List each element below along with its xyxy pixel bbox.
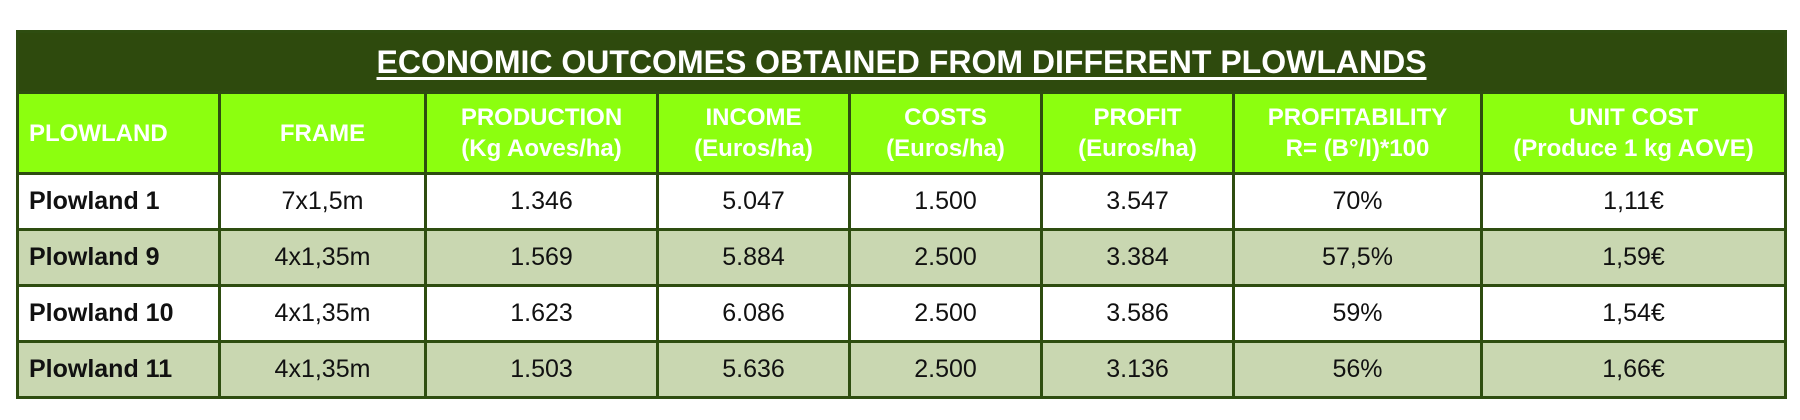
column-header-label: UNIT COST (1568, 104, 1699, 131)
column-header-costs: COSTS (Euros/ha) (848, 91, 1043, 175)
column-header-unit: (Euros/ha) (1078, 135, 1197, 162)
table-row: Plowland 10 4x1,35m 1.623 6.086 2.500 3.586 59… (16, 284, 1788, 343)
table-cell: 57,5% (1232, 228, 1483, 287)
table-cell: 59% (1232, 284, 1483, 343)
column-header-label: FRAME (279, 119, 366, 147)
column-header-unit: (Euros/ha) (886, 135, 1005, 162)
column-header-unit: R= (B°/I)*100 (1285, 135, 1430, 162)
table-cell: 1,66€ (1479, 340, 1788, 399)
table-cell: 2.500 (848, 228, 1043, 287)
table-cell: 1.500 (848, 172, 1043, 231)
column-header-label: PRODUCTION (460, 104, 623, 131)
column-header-label: PLOWLAND (29, 119, 168, 147)
table-cell: 70% (1232, 172, 1483, 231)
column-header-unit: (Produce 1 kg AOVE) (1513, 135, 1754, 162)
table-cell: 4x1,35m (218, 228, 427, 287)
column-header-unit: (Kg Aoves/ha) (461, 135, 622, 162)
row-label-cell: Plowland 11 (16, 340, 221, 399)
table-cell: 2.500 (848, 340, 1043, 399)
table-cell: 1.346 (424, 172, 659, 231)
table-cell: 1,59€ (1479, 228, 1788, 287)
table-cell: 4x1,35m (218, 284, 427, 343)
table-cell: 5.047 (656, 172, 851, 231)
table-cell: 1.623 (424, 284, 659, 343)
column-header-profit: PROFIT (Euros/ha) (1040, 91, 1235, 175)
column-header-unit: (Euros/ha) (694, 135, 813, 162)
table-cell: 7x1,5m (218, 172, 427, 231)
column-header-production: PRODUCTION (Kg Aoves/ha) (424, 91, 659, 175)
table-cell: 4x1,35m (218, 340, 427, 399)
column-header-unit-cost: UNIT COST (Produce 1 kg AOVE) (1479, 91, 1788, 175)
table-title: ECONOMIC OUTCOMES OBTAINED FROM DIFFEREN… (15, 30, 1788, 94)
row-label-cell: Plowland 9 (16, 228, 221, 287)
table-cell: 1,54€ (1479, 284, 1788, 343)
row-label-cell: Plowland 1 (16, 172, 221, 231)
table-cell: 56% (1232, 340, 1483, 399)
table-cell: 3.547 (1040, 172, 1235, 231)
table-header-row: PLOWLAND FRAME PRODUCTION (Kg Aoves/ha) INCO… (16, 91, 1788, 175)
table-cell: 5.636 (656, 340, 851, 399)
column-header-income: INCOME (Euros/ha) (656, 91, 851, 175)
row-label-cell: Plowland 10 (16, 284, 221, 343)
table-body: Plowland 1 7x1,5m 1.346 5.047 1.500 3.547 70% 1… (16, 172, 1788, 399)
column-header-profitability: PROFITABILITY R= (B°/I)*100 (1232, 91, 1483, 175)
column-header-label: COSTS (904, 104, 987, 131)
table-row: Plowland 1 7x1,5m 1.346 5.047 1.500 3.547 70% 1… (16, 172, 1788, 231)
economic-outcomes-table-container: ECONOMIC OUTCOMES OBTAINED FROM DIFFEREN… (15, 30, 1788, 399)
table-cell: 6.086 (656, 284, 851, 343)
column-header-label: PROFITABILITY (1267, 104, 1448, 131)
table-cell: 3.136 (1040, 340, 1235, 399)
column-header-label: PROFIT (1093, 104, 1182, 131)
table-row: Plowland 9 4x1,35m 1.569 5.884 2.500 3.384 57,… (16, 228, 1788, 287)
table-cell: 1.503 (424, 340, 659, 399)
table-cell: 3.586 (1040, 284, 1235, 343)
column-header-plowland: PLOWLAND (16, 91, 221, 175)
column-header-frame: FRAME (218, 91, 427, 175)
table-cell: 1,11€ (1479, 172, 1788, 231)
table-row: Plowland 11 4x1,35m 1.503 5.636 2.500 3.136 56… (16, 340, 1788, 399)
economic-outcomes-table: ECONOMIC OUTCOMES OBTAINED FROM DIFFEREN… (15, 30, 1788, 399)
table-cell: 3.384 (1040, 228, 1235, 287)
table-cell: 5.884 (656, 228, 851, 287)
table-cell: 1.569 (424, 228, 659, 287)
column-header-label: INCOME (705, 104, 802, 131)
table-cell: 2.500 (848, 284, 1043, 343)
